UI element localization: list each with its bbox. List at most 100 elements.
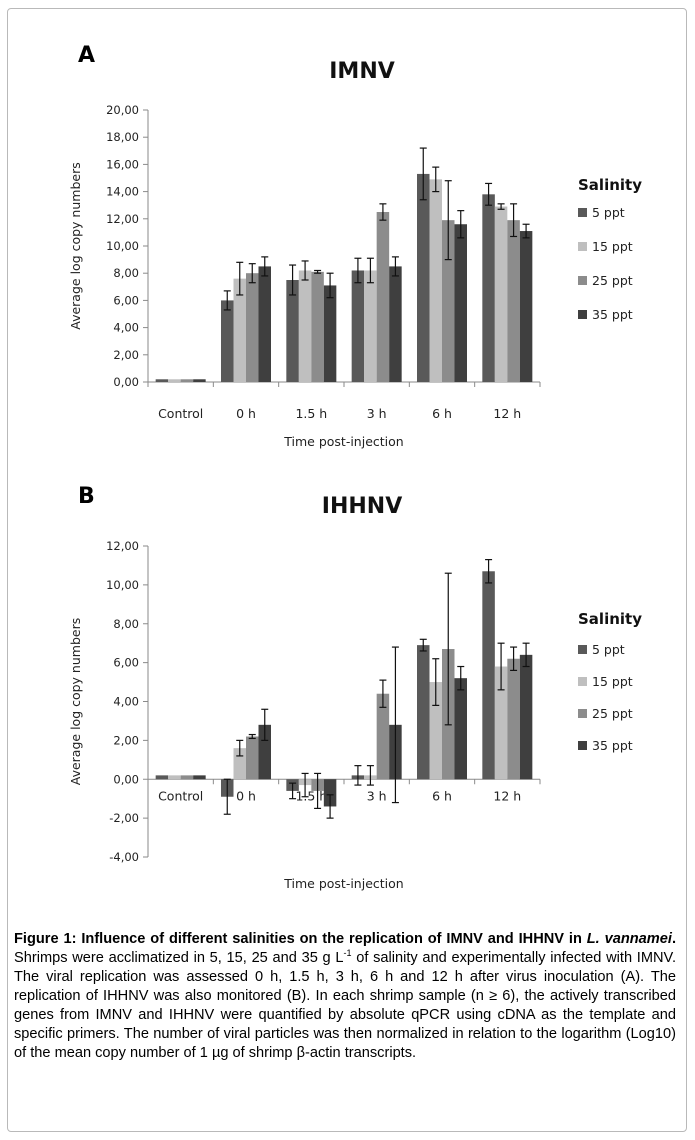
bar (364, 270, 377, 382)
y-tick-label: 8,00 (113, 617, 139, 631)
bar (258, 266, 271, 382)
bar (323, 285, 337, 382)
bar (233, 278, 246, 382)
y-tick-label: 12,00 (106, 212, 139, 226)
bar (494, 666, 508, 780)
x-tick-label: 12 h (493, 406, 521, 421)
bar (298, 270, 312, 382)
bar (155, 775, 169, 780)
x-axis-label: Time post-injection (283, 434, 403, 449)
y-tick-label: 4,00 (113, 321, 139, 335)
legend-swatch (578, 208, 587, 217)
y-tick-label: 12,00 (106, 539, 139, 553)
bar (519, 654, 533, 780)
x-tick-label: 12 h (493, 788, 521, 803)
legend-label: 5 ppt (592, 642, 625, 657)
bar (442, 220, 455, 382)
y-tick-label: 18,00 (106, 130, 139, 144)
x-tick-label: 6 h (432, 406, 452, 421)
x-tick-label: 3 h (367, 788, 387, 803)
y-tick-label: 10,00 (106, 239, 139, 253)
y-tick-label: 4,00 (113, 695, 139, 709)
legend-label: 15 ppt (592, 239, 633, 254)
caption-title-end: . (671, 931, 676, 947)
bar (417, 173, 430, 382)
caption-species: L. vannamei (586, 931, 672, 947)
panel-letter: B (78, 484, 95, 509)
panel-letter: A (78, 43, 95, 68)
chart-title: IMNV (329, 59, 395, 84)
x-tick-label: 1.5 h (295, 788, 327, 803)
bar (221, 300, 234, 382)
y-tick-label: 2,00 (113, 348, 139, 362)
bar (168, 379, 181, 382)
bar (429, 682, 442, 780)
legend-label: 35 ppt (592, 307, 633, 322)
bar (180, 775, 194, 780)
bar (507, 658, 520, 780)
x-tick-label: 6 h (432, 788, 452, 803)
y-tick-label: -2,00 (109, 811, 139, 825)
caption-body-1: Shrimps were acclimatized in 5, 15, 25 a… (14, 950, 344, 966)
legend-label: 25 ppt (592, 273, 633, 288)
legend: Salinity 5 ppt 15 ppt 25 ppt 35 ppt (578, 176, 642, 322)
y-tick-label: 0,00 (113, 375, 139, 389)
bar (168, 775, 181, 780)
bar (155, 379, 169, 382)
y-tick-label: 16,00 (106, 157, 139, 171)
caption-title-text: Influence of different salinities on the… (76, 931, 587, 947)
chart-title: IHHNV (322, 494, 402, 519)
bar (193, 775, 206, 780)
bar (193, 379, 206, 382)
legend-label: 35 ppt (592, 738, 633, 753)
legend-swatch (578, 310, 587, 319)
x-tick-label: 1.5 h (295, 406, 327, 421)
caption-body-2: of salinity and experimentally infected … (14, 950, 676, 1061)
legend-swatch (578, 645, 587, 654)
caption-superscript: -1 (343, 948, 352, 959)
bar (507, 220, 520, 382)
bar (258, 724, 271, 780)
chart-panel-a: A IMNV 0,00 2,00 4,00 6,00 8,00 10,00 12,00 14,00… (68, 43, 642, 449)
caption-label: Figure 1: (14, 931, 77, 947)
legend-title: Salinity (578, 176, 642, 194)
figure-canvas: A IMNV 0,00 2,00 4,00 6,00 8,00 10,00 12,00 14,00… (68, 43, 642, 891)
bar (376, 693, 390, 780)
chart-panel-b: B IHHNV -4,00 -2,00 0,00 2,00 4,00 6,00 8,00 10,0… (68, 484, 642, 891)
bar (454, 224, 467, 382)
y-tick-label: 14,00 (106, 185, 139, 199)
legend-label: 15 ppt (592, 674, 633, 689)
x-tick-label: 0 h (236, 406, 256, 421)
bar (389, 266, 402, 382)
bar (351, 270, 365, 382)
y-tick-label: 6,00 (113, 293, 139, 307)
bar (454, 678, 467, 780)
legend-swatch (578, 276, 587, 285)
legend-label: 5 ppt (592, 205, 625, 220)
y-tick-label: 20,00 (106, 103, 139, 117)
bar (429, 179, 442, 382)
bar (494, 206, 508, 382)
legend: Salinity 5 ppt 15 ppt 25 ppt 35 ppt (578, 610, 642, 753)
legend-swatch (578, 242, 587, 251)
legend-swatch (578, 677, 587, 686)
x-tick-label: Control (158, 406, 203, 421)
bar (246, 273, 259, 382)
x-tick-label: Control (158, 788, 203, 803)
figure-caption: Figure 1: Influence of different salinit… (14, 930, 676, 1063)
bar (417, 645, 430, 780)
y-tick-label: 6,00 (113, 656, 139, 670)
legend-swatch (578, 741, 587, 750)
bar (482, 571, 495, 780)
bar (286, 280, 299, 382)
x-axis-label: Time post-injection (283, 876, 403, 891)
bar (246, 736, 259, 780)
figure-frame (7, 8, 687, 1132)
y-axis-label: Average log copy numbers (68, 618, 83, 785)
bar (482, 194, 495, 382)
caption-title: Influence of different salinities on the… (76, 931, 676, 947)
y-tick-label: -4,00 (109, 850, 139, 864)
x-tick-label: 3 h (367, 406, 387, 421)
bar (180, 379, 194, 382)
bar (311, 271, 324, 382)
